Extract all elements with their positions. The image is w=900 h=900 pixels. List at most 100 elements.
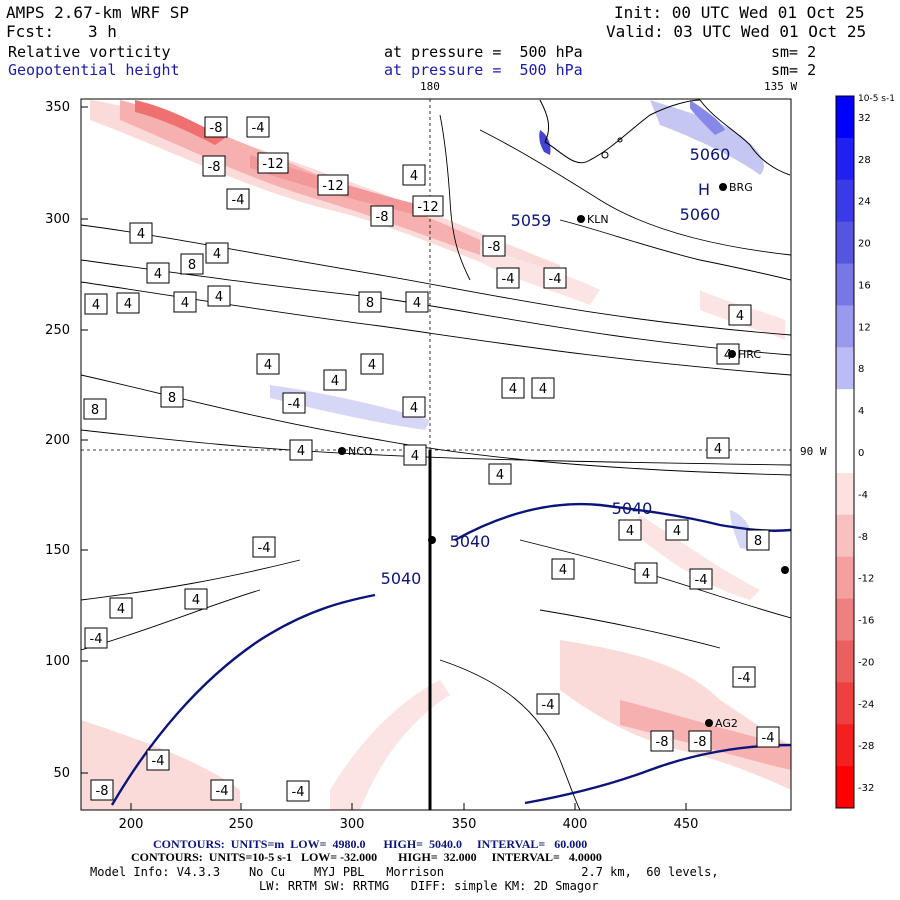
plot-frame: [80, 98, 792, 811]
x-tick-label: 350: [452, 817, 477, 832]
colorbar-tick-label: -8: [858, 532, 868, 543]
svg-text:-4: -4: [502, 272, 515, 287]
vorticity-band-pos: [539, 130, 551, 155]
footer-physics-info: LW: RRTM SW: RRTMG DIFF: simple KM: 2D S…: [259, 879, 599, 893]
svg-text:4: 4: [192, 593, 200, 608]
vorticity-label: 4: [184, 588, 208, 610]
vorticity-label: -8: [650, 730, 674, 752]
vorticity-label: 4: [173, 291, 197, 313]
svg-text:-4: -4: [292, 785, 305, 800]
vorticity-label: -8: [688, 730, 712, 752]
vorticity-label: -4: [543, 267, 567, 289]
vorticity-label: 4: [402, 396, 426, 418]
vorticity-label: -4: [536, 693, 560, 715]
height-label: 5059: [511, 211, 552, 230]
svg-text:4: 4: [124, 297, 132, 312]
station-ag2: AG2: [705, 717, 738, 730]
colorbar-segment: [836, 640, 854, 683]
station-nco: NCO: [338, 445, 373, 458]
vorticity-label: 8: [83, 398, 107, 420]
svg-text:4: 4: [413, 296, 421, 311]
y-tick-label: 350: [45, 100, 70, 115]
vorticity-label: -4: [252, 536, 276, 558]
svg-text:-4: -4: [762, 731, 775, 746]
field1-pressure: at pressure = 500 hPa: [384, 43, 583, 61]
y-tick-label: 50: [53, 766, 70, 781]
x-tick-label: 450: [674, 817, 699, 832]
vorticity-label: -4: [732, 666, 756, 688]
vorticity-label: 4: [360, 353, 384, 375]
vorticity-label: 4: [323, 369, 347, 391]
vorticity-label: -12: [257, 152, 289, 174]
vorticity-label: -8: [204, 116, 228, 138]
colorbar-tick-label: -28: [858, 741, 874, 752]
station-marker: [781, 566, 789, 574]
vorticity-label: 4: [728, 304, 752, 326]
lon-label-135w: 135 W: [764, 80, 798, 93]
svg-text:NCO: NCO: [348, 445, 373, 458]
svg-text:-4: -4: [542, 698, 555, 713]
colorbar-segment: [836, 556, 854, 600]
svg-text:BRG: BRG: [729, 181, 753, 194]
svg-text:4: 4: [410, 401, 418, 416]
field2-smoothing: sm= 2: [771, 61, 817, 79]
svg-text:-8: -8: [210, 121, 223, 136]
field1-name: Relative vorticity: [8, 43, 171, 61]
svg-text:4: 4: [331, 374, 339, 389]
vorticity-label: 4: [706, 437, 730, 459]
footer-model-info: Model Info: V4.3.3 No Cu MYJ PBL Morriso…: [90, 865, 719, 879]
svg-text:4: 4: [410, 169, 418, 184]
lon-label-90w: 90 W: [800, 445, 827, 458]
vorticity-label: -4: [226, 188, 250, 210]
vorticity-labels: -8 -4 -8 -12 -12 -4 -8 -12 4 -8 -4 -4 4 8 4 4 4 4 4 4 8 4 4 4 4 -…: [83, 116, 780, 802]
svg-text:KLN: KLN: [587, 213, 609, 226]
svg-text:4: 4: [297, 444, 305, 459]
vorticity-label: -8: [482, 235, 506, 257]
vorticity-label: 4: [289, 439, 313, 461]
vorticity-label: 4: [84, 293, 108, 315]
svg-text:-12: -12: [417, 200, 438, 215]
height-label: 5040: [381, 569, 422, 588]
colorbar-segment: [836, 724, 854, 767]
footer-height-contours: CONTOURS: UNITS=m LOW= 4980.0 HIGH= 5040…: [153, 837, 588, 851]
vorticity-band-neg: [135, 100, 225, 145]
vorticity-label: 4: [501, 377, 525, 399]
station-brg: BRG: [719, 181, 753, 194]
colorbar-tick-label: 0: [858, 448, 864, 459]
x-tick-label: 300: [340, 817, 365, 832]
x-tick-label: 250: [229, 817, 254, 832]
svg-text:4: 4: [496, 468, 504, 483]
station-marker: [428, 536, 436, 544]
svg-text:-12: -12: [262, 157, 283, 172]
colorbar-unit: 10-5 s-1: [858, 94, 895, 104]
height-contours: [110, 502, 791, 806]
colorbar-segment: [836, 221, 854, 265]
vorticity-label: 4: [551, 558, 575, 580]
forecast-value: 3 h: [88, 22, 117, 41]
svg-text:-4: -4: [152, 754, 165, 769]
height-label: 5060: [680, 205, 721, 224]
vorticity-label: 4: [402, 164, 426, 186]
vorticity-contours: [81, 114, 791, 810]
vorticity-band-pos: [690, 100, 725, 135]
station-markers: KLN BRG HRC NCO AG2: [338, 181, 789, 730]
svg-text:-8: -8: [376, 210, 389, 225]
svg-text:-8: -8: [208, 160, 221, 175]
vorticity-band-neg: [480, 245, 600, 305]
svg-text:8: 8: [366, 296, 374, 311]
vorticity-label: 4: [618, 519, 642, 541]
svg-text:HRC: HRC: [738, 348, 761, 361]
colorbar-segment: [836, 472, 854, 516]
svg-text:-12: -12: [322, 179, 343, 194]
vorticity-label: 8: [746, 529, 770, 551]
vorticity-label: -4: [210, 779, 234, 801]
height-label: 5040: [612, 499, 653, 518]
vorticity-label: 4: [205, 242, 229, 264]
y-axis: 350 300 250 200 150 100 50: [45, 100, 88, 781]
colorbar: 10-5 s-1 32 28 24 20 16 12 8 4 0 -4 -8 -12 -16 -20 -24 -…: [835, 94, 895, 809]
vorticity-label: 8: [358, 291, 382, 313]
colorbar-tick-label: 8: [858, 364, 864, 375]
vorticity-label: 4: [116, 292, 140, 314]
colorbar-tick-label: 20: [858, 239, 871, 250]
